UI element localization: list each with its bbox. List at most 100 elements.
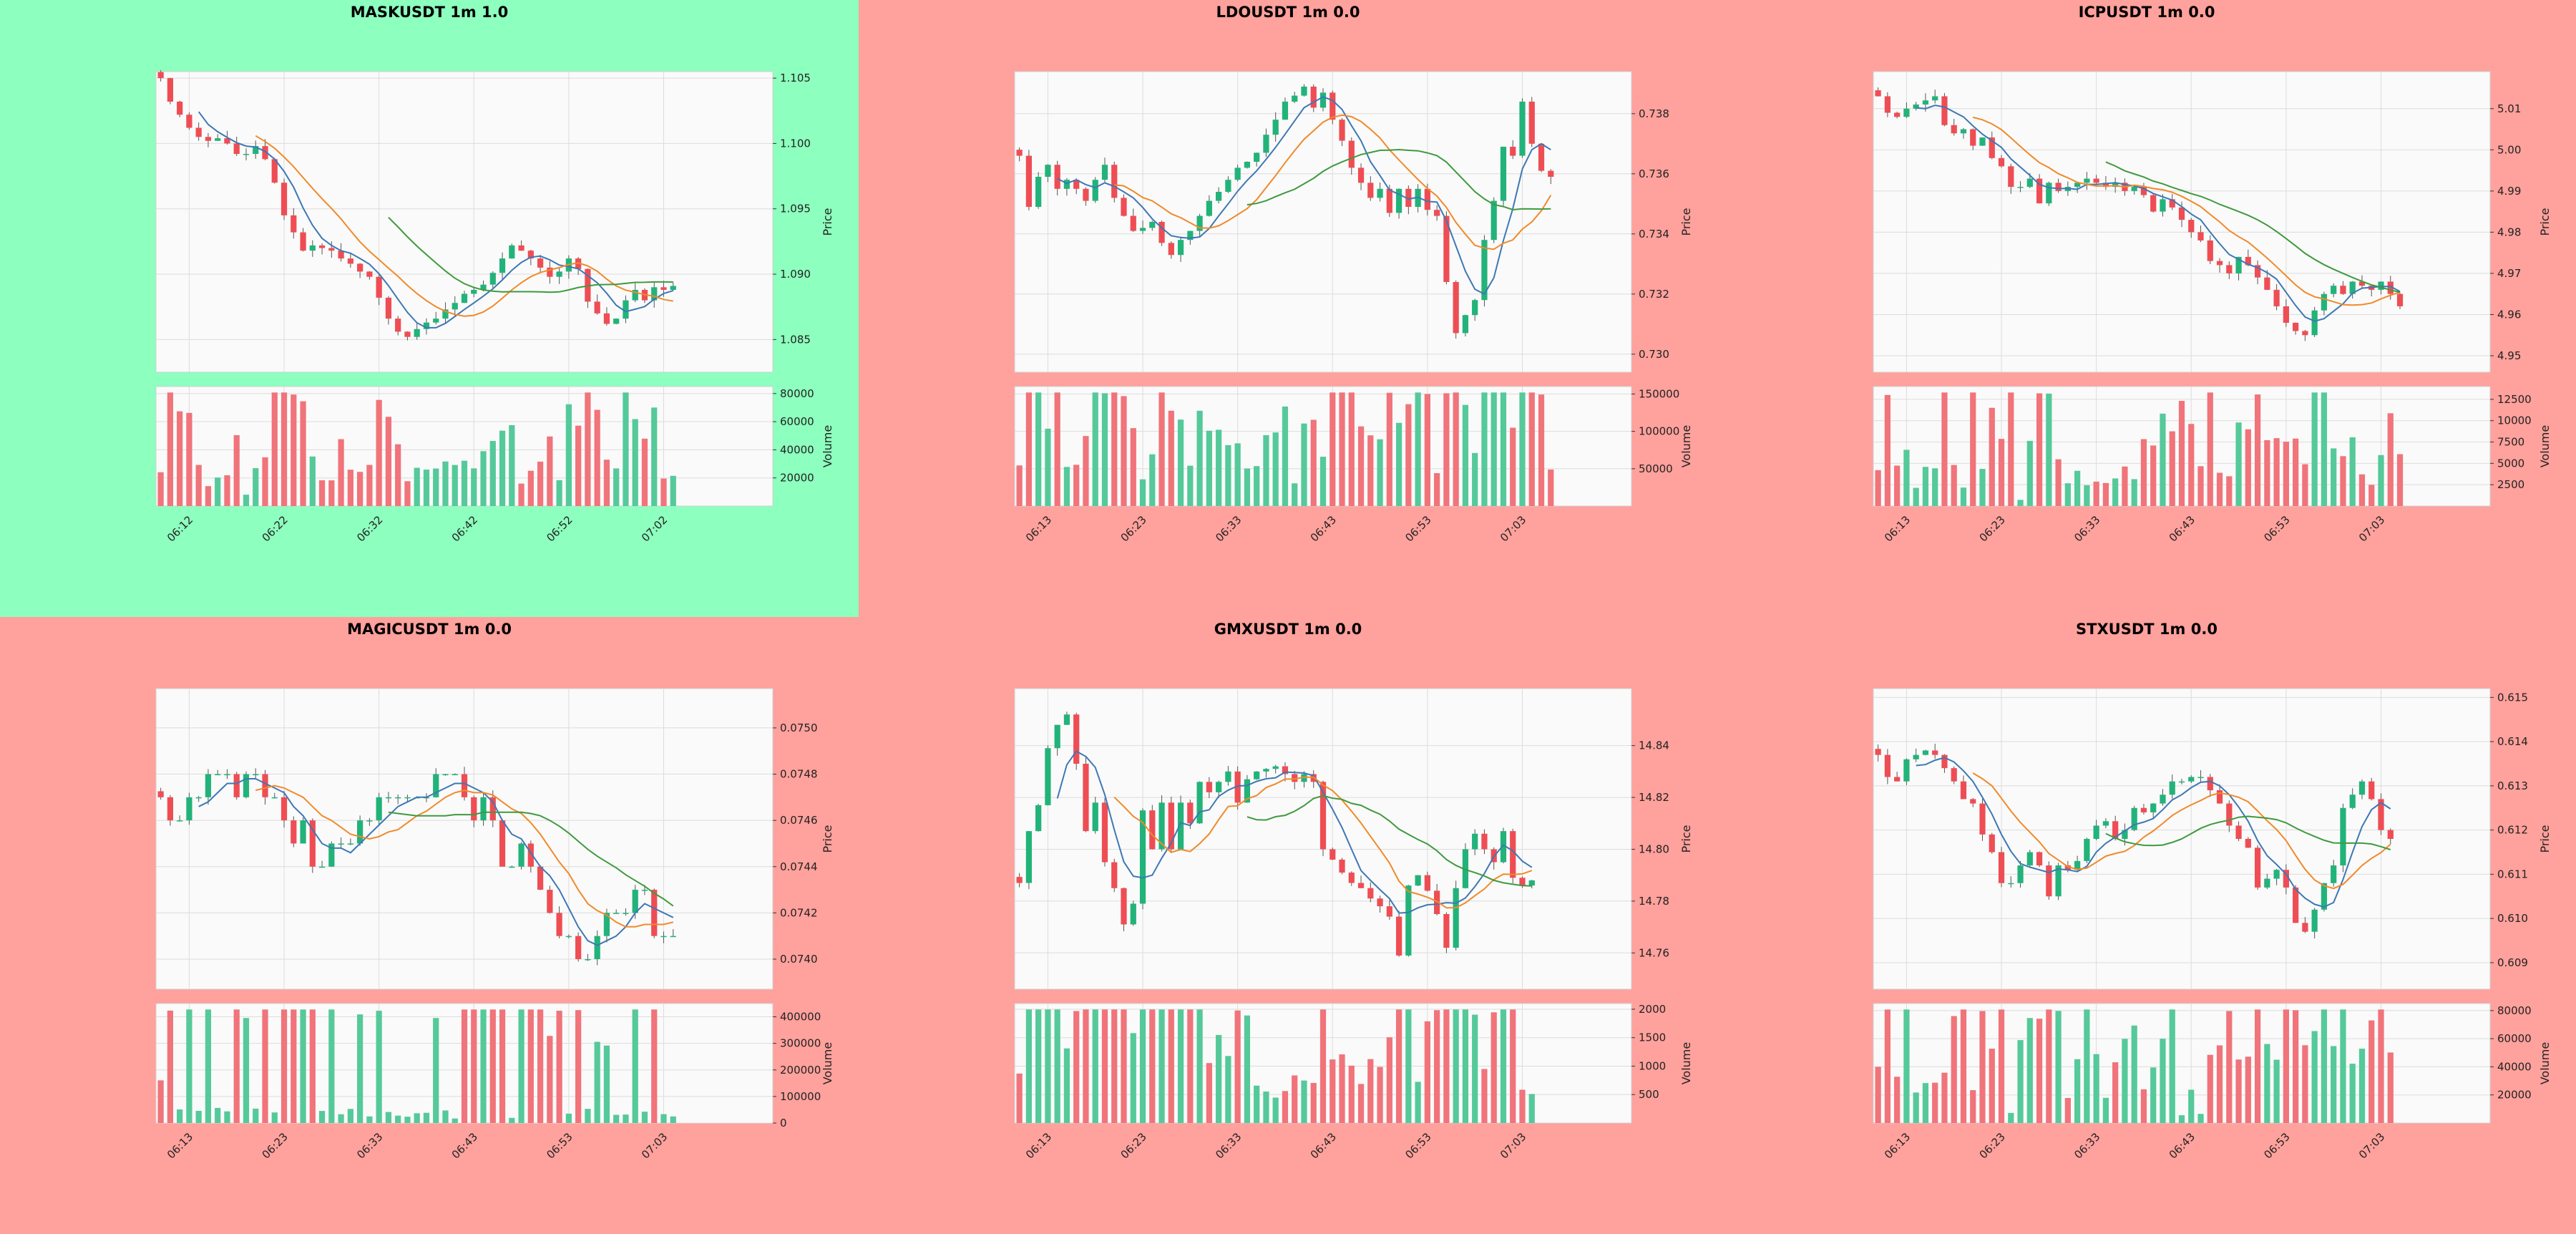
ma-long-line — [388, 216, 673, 293]
volume-bar — [1083, 436, 1089, 506]
candle-body — [1063, 714, 1070, 725]
candle-body — [2036, 852, 2043, 866]
x-tick-label: 06:13 — [1882, 1130, 1913, 1161]
volume-axis-label: Volume — [821, 425, 834, 468]
candle-body — [1348, 873, 1355, 883]
candle-body — [280, 797, 288, 821]
volume-tick-label: 80000 — [780, 387, 814, 400]
candle-body — [1443, 914, 1450, 948]
candle-body — [1922, 750, 1929, 755]
candle-body — [1367, 183, 1374, 198]
candle-body — [1035, 177, 1042, 207]
candle-body — [1101, 165, 1108, 180]
volume-bar — [1491, 392, 1497, 506]
x-tick-label: 07:03 — [2356, 1130, 2387, 1161]
price-tick-label: 14.84 — [1639, 739, 1669, 752]
volume-bar — [2264, 1044, 2270, 1123]
volume-bar — [2160, 1039, 2166, 1123]
volume-bar — [1424, 394, 1430, 506]
volume-bar — [509, 1117, 515, 1123]
volume-bar — [1548, 469, 1554, 506]
candlestick-chart: MAGICUSDT 1m 0.0 06:13 06:23 06:33 06:43 06:5… — [155, 621, 834, 1161]
candle-body — [1395, 916, 1402, 956]
price-tick-label: 4.99 — [2497, 185, 2521, 198]
candle-body — [243, 774, 250, 797]
volume-bar — [1025, 1009, 1033, 1123]
volume-bar — [499, 430, 506, 506]
candle-body — [271, 159, 278, 183]
volume-tick-label: 20000 — [2497, 1089, 2532, 1102]
volume-bar — [2102, 1097, 2109, 1123]
volume-bar — [423, 470, 430, 506]
volume-bar — [2216, 472, 2223, 506]
volume-bar — [499, 1009, 506, 1123]
candle-body — [1282, 102, 1289, 120]
ma-long-line — [2105, 815, 2391, 851]
candle-body — [2235, 825, 2242, 839]
volume-bar — [2235, 422, 2242, 506]
price-tick-label: 0.0744 — [780, 860, 818, 873]
price-tick-label: 0.614 — [2497, 735, 2528, 748]
volume-bar — [300, 1009, 306, 1123]
candle-body — [527, 843, 534, 867]
candlestick-chart: MASKUSDT 1m 1.0 06:12 06:22 06:32 06:42 06:52… — [155, 4, 834, 544]
price-tick-label: 4.97 — [2497, 267, 2521, 280]
volume-bar — [1884, 394, 1891, 506]
price-axis-label: Price — [821, 208, 834, 235]
volume-bar — [1367, 435, 1374, 506]
candle-body — [2046, 865, 2052, 897]
volume-bar — [575, 425, 582, 506]
candle-body — [1045, 748, 1051, 805]
x-tick-label: 06:23 — [1118, 513, 1149, 544]
volume-bar — [1348, 392, 1355, 506]
candle-body — [2140, 187, 2147, 195]
price-axis-label: Price — [2538, 825, 2552, 852]
candle-body — [1481, 833, 1488, 850]
volume-bar — [2358, 474, 2366, 506]
volume-bar — [347, 1109, 353, 1123]
x-tick-label: 07:03 — [1498, 513, 1528, 544]
volume-bar — [452, 465, 458, 506]
candle-body — [1528, 880, 1535, 886]
candle-body — [660, 936, 667, 938]
candle-body — [309, 245, 316, 251]
volume-bar — [1244, 468, 1251, 506]
candle-body — [233, 774, 240, 797]
candle-body — [300, 820, 306, 844]
volume-bar — [1263, 434, 1269, 506]
candle-body — [1528, 102, 1535, 144]
volume-bar — [1453, 1009, 1459, 1123]
candle-body — [395, 797, 401, 799]
candle-body — [1377, 188, 1383, 198]
candle-body — [2150, 195, 2157, 212]
candle-body — [2188, 777, 2195, 782]
candle-body — [1970, 129, 1976, 146]
candle-body — [1101, 802, 1108, 863]
volume-bar — [1035, 1009, 1042, 1123]
x-tick-label: 06:33 — [2072, 1130, 2102, 1161]
volume-bar — [632, 419, 638, 506]
candle-body — [1083, 764, 1089, 832]
candle-body — [2216, 261, 2223, 266]
candle-body — [632, 890, 638, 913]
candle-body — [1083, 188, 1089, 201]
candle-body — [1960, 781, 1967, 800]
volume-bar — [1206, 1063, 1212, 1123]
volume-bar — [167, 392, 174, 506]
candlestick-chart: LDOUSDT 1m 0.0 06:13 06:23 06:33 06:43 06:53 0… — [1014, 4, 1693, 544]
candle-body — [1481, 240, 1488, 301]
candle-body — [318, 866, 326, 868]
price-tick-label: 0.0742 — [780, 906, 818, 919]
price-tick-label: 0.0748 — [780, 768, 818, 781]
volume-bar — [2197, 1114, 2204, 1123]
volume-bar — [2283, 1009, 2289, 1123]
price-tick-label: 1.095 — [780, 203, 811, 215]
candle-body — [2207, 777, 2213, 791]
candle-body — [2017, 187, 2024, 188]
volume-bar — [414, 1113, 420, 1123]
volume-bar — [623, 1114, 629, 1123]
price-tick-label: 4.95 — [2497, 349, 2521, 362]
candle-body — [2026, 178, 2033, 188]
volume-bar — [1035, 392, 1042, 506]
candle-body — [186, 797, 192, 821]
